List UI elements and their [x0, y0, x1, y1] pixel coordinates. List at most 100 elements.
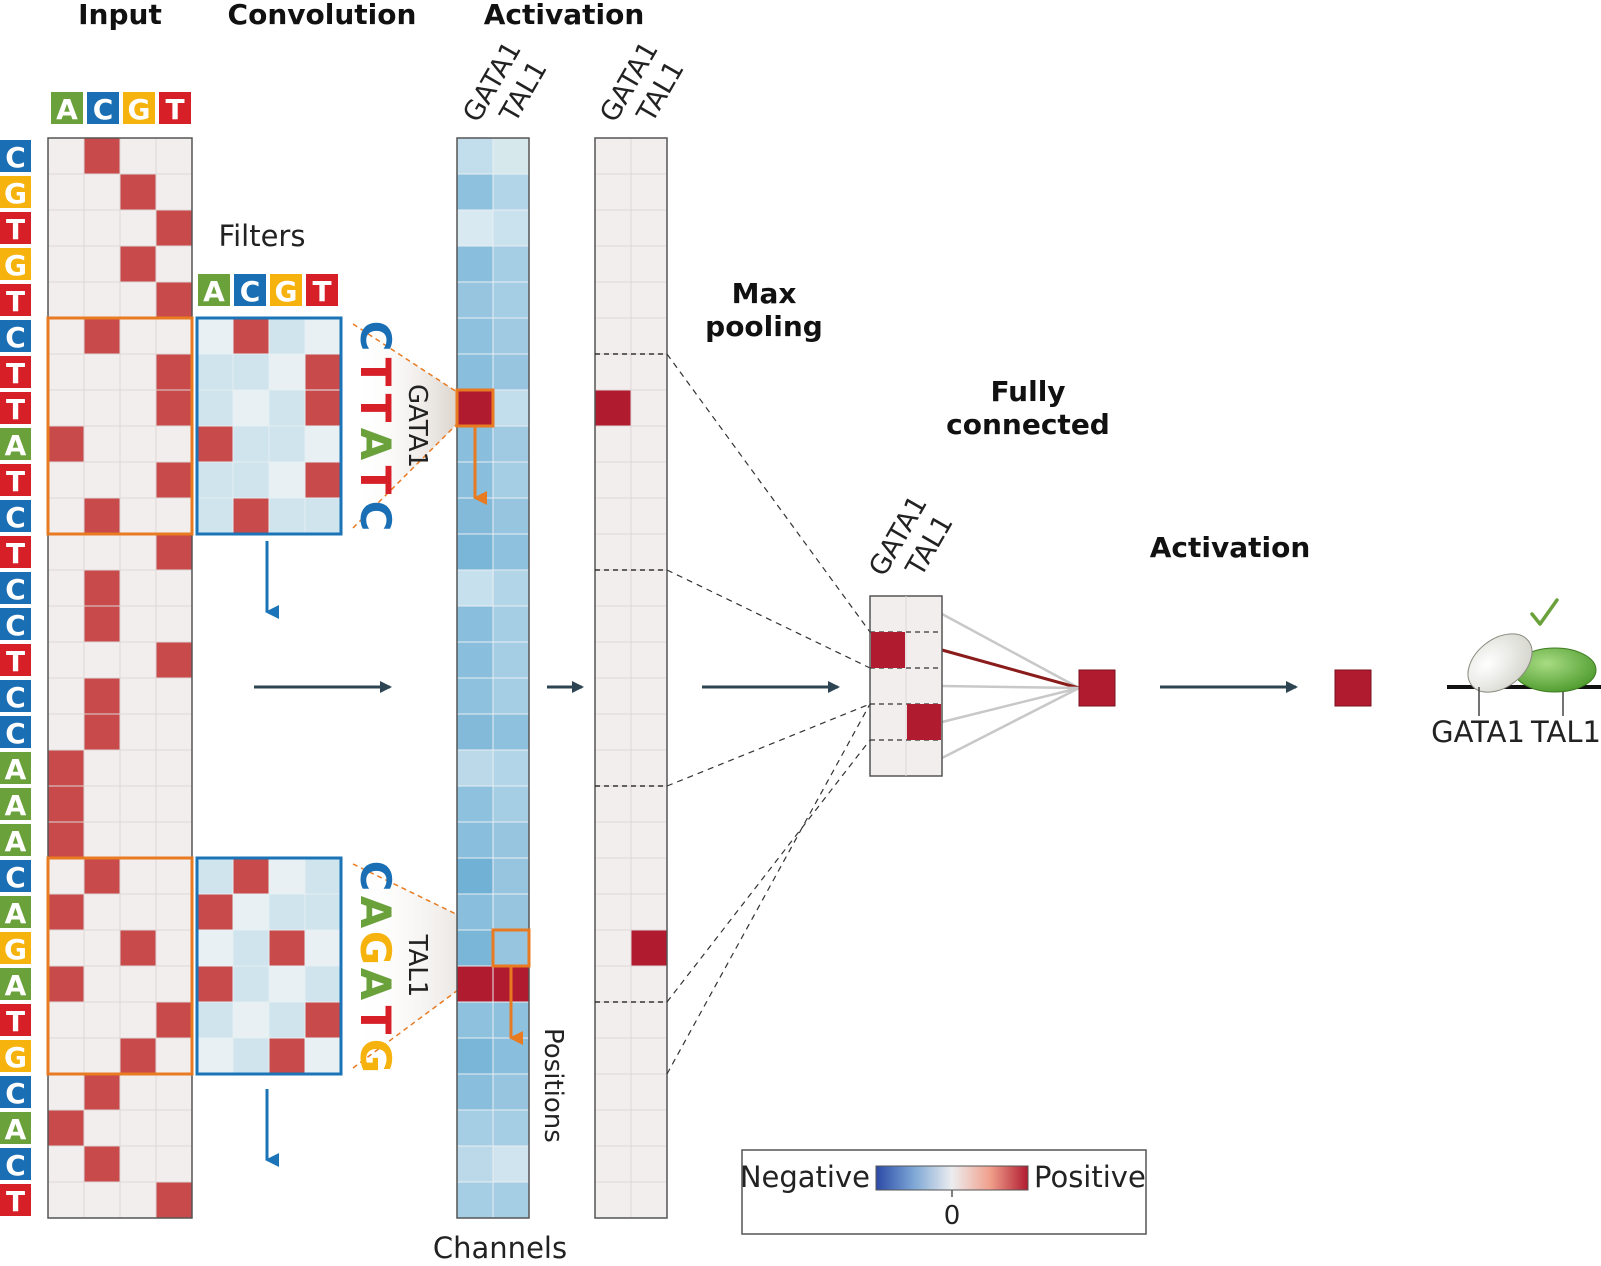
pool-cell [594, 209, 632, 247]
svg-text:C: C [5, 573, 26, 606]
input-cell [119, 569, 157, 607]
legend-box [741, 1149, 1147, 1235]
svg-text:A: A [5, 897, 27, 930]
pool-cell [594, 569, 632, 607]
input-cell-hot [155, 461, 193, 499]
input-cell [83, 1037, 121, 1075]
input-cell [155, 317, 193, 355]
pool-cell [630, 893, 668, 931]
filter-cell [304, 317, 342, 355]
check-mark-icon [1530, 598, 1559, 626]
input-cell [119, 965, 157, 1003]
filter-cell-hot [232, 497, 270, 535]
svg-text:A: A [5, 825, 27, 858]
filter-cell [304, 929, 342, 967]
svg-text:G: G [128, 93, 151, 126]
input-cell-hot [83, 677, 121, 715]
filter-cell [232, 893, 270, 931]
filter-cell [304, 893, 342, 931]
input-alphabet-t: T [159, 92, 191, 126]
input-cell-hot [83, 1073, 121, 1111]
input-cell [155, 929, 193, 967]
filter-cell [196, 1001, 234, 1039]
filter-cell [232, 425, 270, 463]
input-cell-hot [83, 1145, 121, 1183]
svg-text:T: T [6, 537, 25, 570]
input-cell [155, 569, 193, 607]
filter-matrices [46, 316, 343, 1076]
activation-cell-tal1 [492, 641, 530, 679]
activation-cell-tal1 [492, 1037, 530, 1075]
input-cell-hot [119, 1037, 157, 1075]
input-cell-hot [155, 353, 193, 391]
color-legend: Negative Positive 0 [740, 1149, 1147, 1235]
activation-cell-tal1 [492, 425, 530, 463]
sequence-letter: C [0, 680, 31, 714]
svg-text:C: C [240, 275, 261, 308]
pool-cell [630, 353, 668, 391]
input-cell-hot [47, 821, 85, 859]
input-cell [47, 497, 85, 535]
filter-cell [232, 461, 270, 499]
activation-cell-gata1 [456, 785, 494, 823]
pool-cell [630, 677, 668, 715]
pool-cell [630, 605, 668, 643]
pool-cell [594, 641, 632, 679]
activation-cell-gata1 [456, 965, 494, 1003]
sequence-letter: C [0, 860, 31, 894]
pool-cell [630, 173, 668, 211]
fc-connection [941, 612, 1080, 690]
input-cell [83, 929, 121, 967]
svg-text:A: A [5, 969, 27, 1002]
input-cell [83, 353, 121, 391]
pool-cell [594, 677, 632, 715]
input-cell [155, 677, 193, 715]
svg-text:T: T [6, 1185, 25, 1218]
input-cell [155, 749, 193, 787]
filter-cell [304, 1037, 342, 1075]
pool-cell [594, 857, 632, 895]
svg-text:C: C [5, 861, 26, 894]
activation-cell-gata1 [456, 1073, 494, 1111]
pool-cell [594, 461, 632, 499]
filter-name-gata1: GATA1 [402, 384, 432, 468]
input-cell-hot [155, 209, 193, 247]
pool-cell [630, 749, 668, 787]
filter-cell [232, 1037, 270, 1075]
filter-cell [268, 1001, 306, 1039]
input-cell [155, 173, 193, 211]
input-cell-hot [155, 1181, 193, 1219]
input-cell-hot [119, 173, 157, 211]
pool-cell [630, 137, 668, 175]
svg-text:C: C [93, 93, 114, 126]
svg-text:A: A [5, 789, 27, 822]
input-cell-hot [155, 389, 193, 427]
pool-cell [594, 929, 632, 967]
activation-cell-gata1 [456, 929, 494, 967]
input-cell [83, 641, 121, 679]
filter-cell [304, 965, 342, 1003]
header-max-pooling-line2: pooling [705, 310, 823, 343]
activation-cell-gata1 [456, 641, 494, 679]
input-cell [119, 1145, 157, 1183]
motif-letter: A [351, 968, 400, 1001]
fc-connection-active [941, 648, 1080, 690]
input-cell [83, 461, 121, 499]
activation-cell-tal1 [492, 893, 530, 931]
svg-text:A: A [5, 429, 27, 462]
pool-cell [594, 1001, 632, 1039]
input-window-gata1 [46, 316, 194, 536]
pool-cell [594, 533, 632, 571]
input-cell [83, 1181, 121, 1219]
input-cell [155, 821, 193, 859]
svg-text:C: C [5, 1077, 26, 1110]
svg-text:A: A [5, 1113, 27, 1146]
input-cell [119, 713, 157, 751]
activation-cell-tal1 [492, 461, 530, 499]
input-window-tal1 [46, 856, 194, 1076]
input-cell [83, 965, 121, 1003]
sequence-letter: T [0, 644, 31, 678]
filter-cell [268, 425, 306, 463]
svg-text:C: C [5, 609, 26, 642]
activation-cell-tal1 [492, 137, 530, 175]
